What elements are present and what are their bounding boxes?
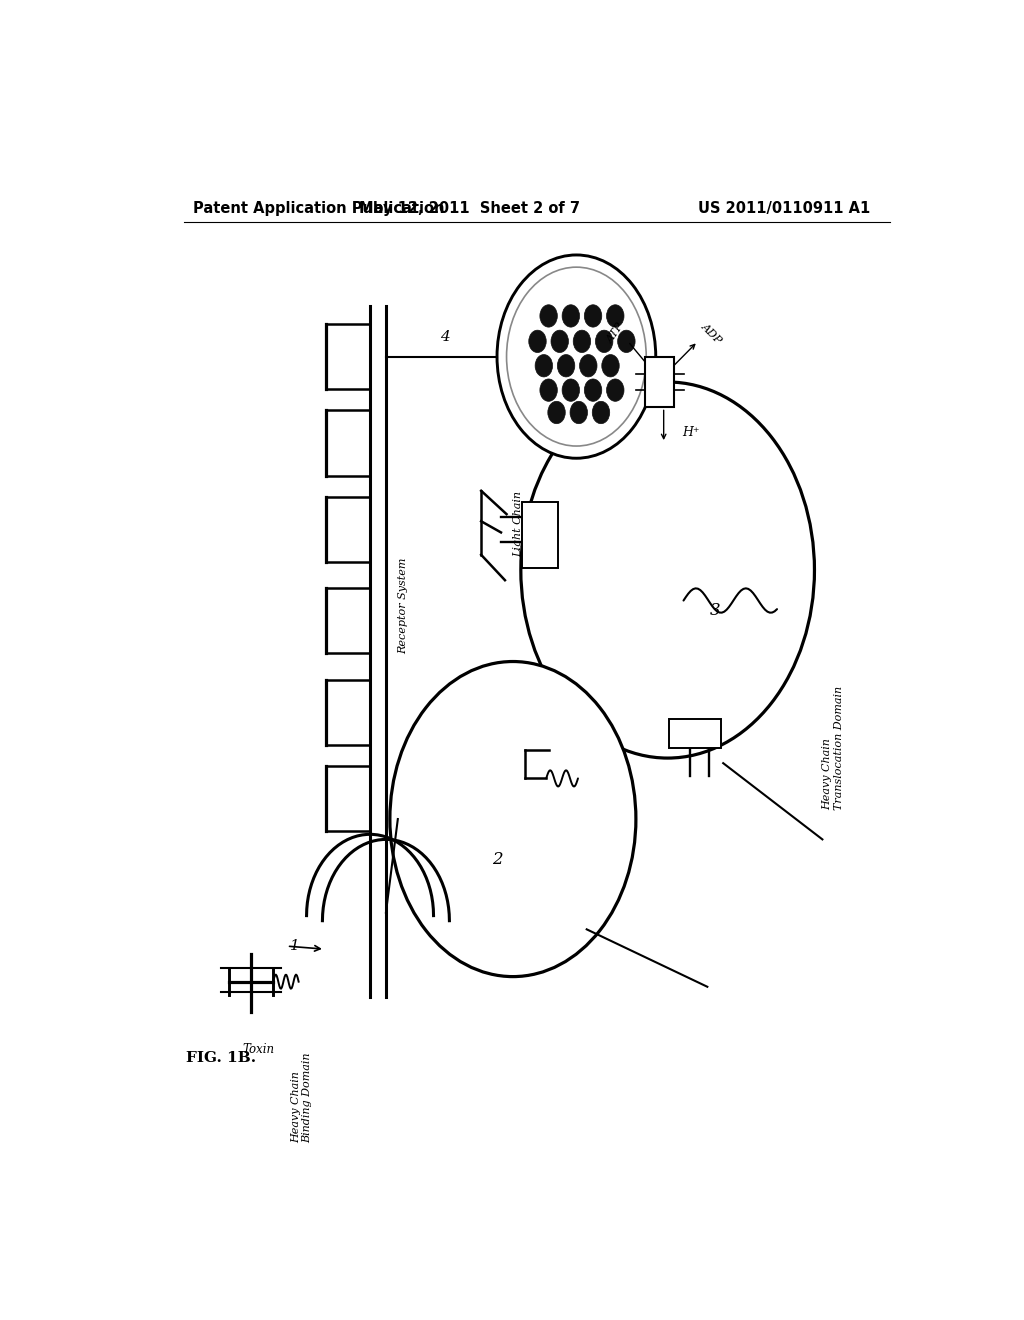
Circle shape: [585, 305, 602, 327]
Circle shape: [606, 379, 624, 401]
Circle shape: [573, 330, 591, 352]
Circle shape: [557, 355, 574, 378]
Text: 4: 4: [440, 330, 450, 345]
Bar: [522, 502, 558, 568]
Circle shape: [540, 305, 557, 327]
Text: 3: 3: [710, 602, 721, 619]
Bar: [645, 356, 674, 408]
Text: Heavy Chain
Translocation Domain: Heavy Chain Translocation Domain: [822, 686, 844, 810]
Circle shape: [540, 379, 557, 401]
Circle shape: [521, 381, 814, 758]
Text: Patent Application Publication: Patent Application Publication: [194, 201, 444, 215]
Circle shape: [595, 330, 613, 352]
Circle shape: [617, 330, 635, 352]
Text: Toxin: Toxin: [243, 1043, 275, 1056]
Circle shape: [562, 379, 580, 401]
Circle shape: [606, 305, 624, 327]
Circle shape: [562, 305, 580, 327]
Circle shape: [585, 379, 602, 401]
Circle shape: [592, 401, 609, 424]
Circle shape: [548, 401, 565, 424]
Text: US 2011/0110911 A1: US 2011/0110911 A1: [697, 201, 870, 215]
Circle shape: [528, 330, 546, 352]
Text: Light Chain: Light Chain: [513, 491, 523, 557]
Text: ADP: ADP: [699, 321, 723, 346]
Text: H⁺: H⁺: [682, 426, 699, 440]
Text: Receptor System: Receptor System: [397, 557, 408, 653]
Text: May 12, 2011  Sheet 2 of 7: May 12, 2011 Sheet 2 of 7: [358, 201, 580, 215]
Circle shape: [390, 661, 636, 977]
Text: Heavy Chain
Binding Domain: Heavy Chain Binding Domain: [291, 1053, 312, 1143]
Text: 2: 2: [492, 851, 503, 869]
Circle shape: [580, 355, 597, 378]
Text: ATP: ATP: [605, 321, 627, 346]
Circle shape: [536, 355, 553, 378]
Circle shape: [497, 255, 655, 458]
Circle shape: [551, 330, 568, 352]
Circle shape: [570, 401, 588, 424]
Text: 1: 1: [290, 939, 300, 953]
Text: FIG. 1B.: FIG. 1B.: [186, 1051, 256, 1065]
Bar: [670, 719, 721, 748]
Circle shape: [602, 355, 620, 378]
Circle shape: [507, 267, 646, 446]
